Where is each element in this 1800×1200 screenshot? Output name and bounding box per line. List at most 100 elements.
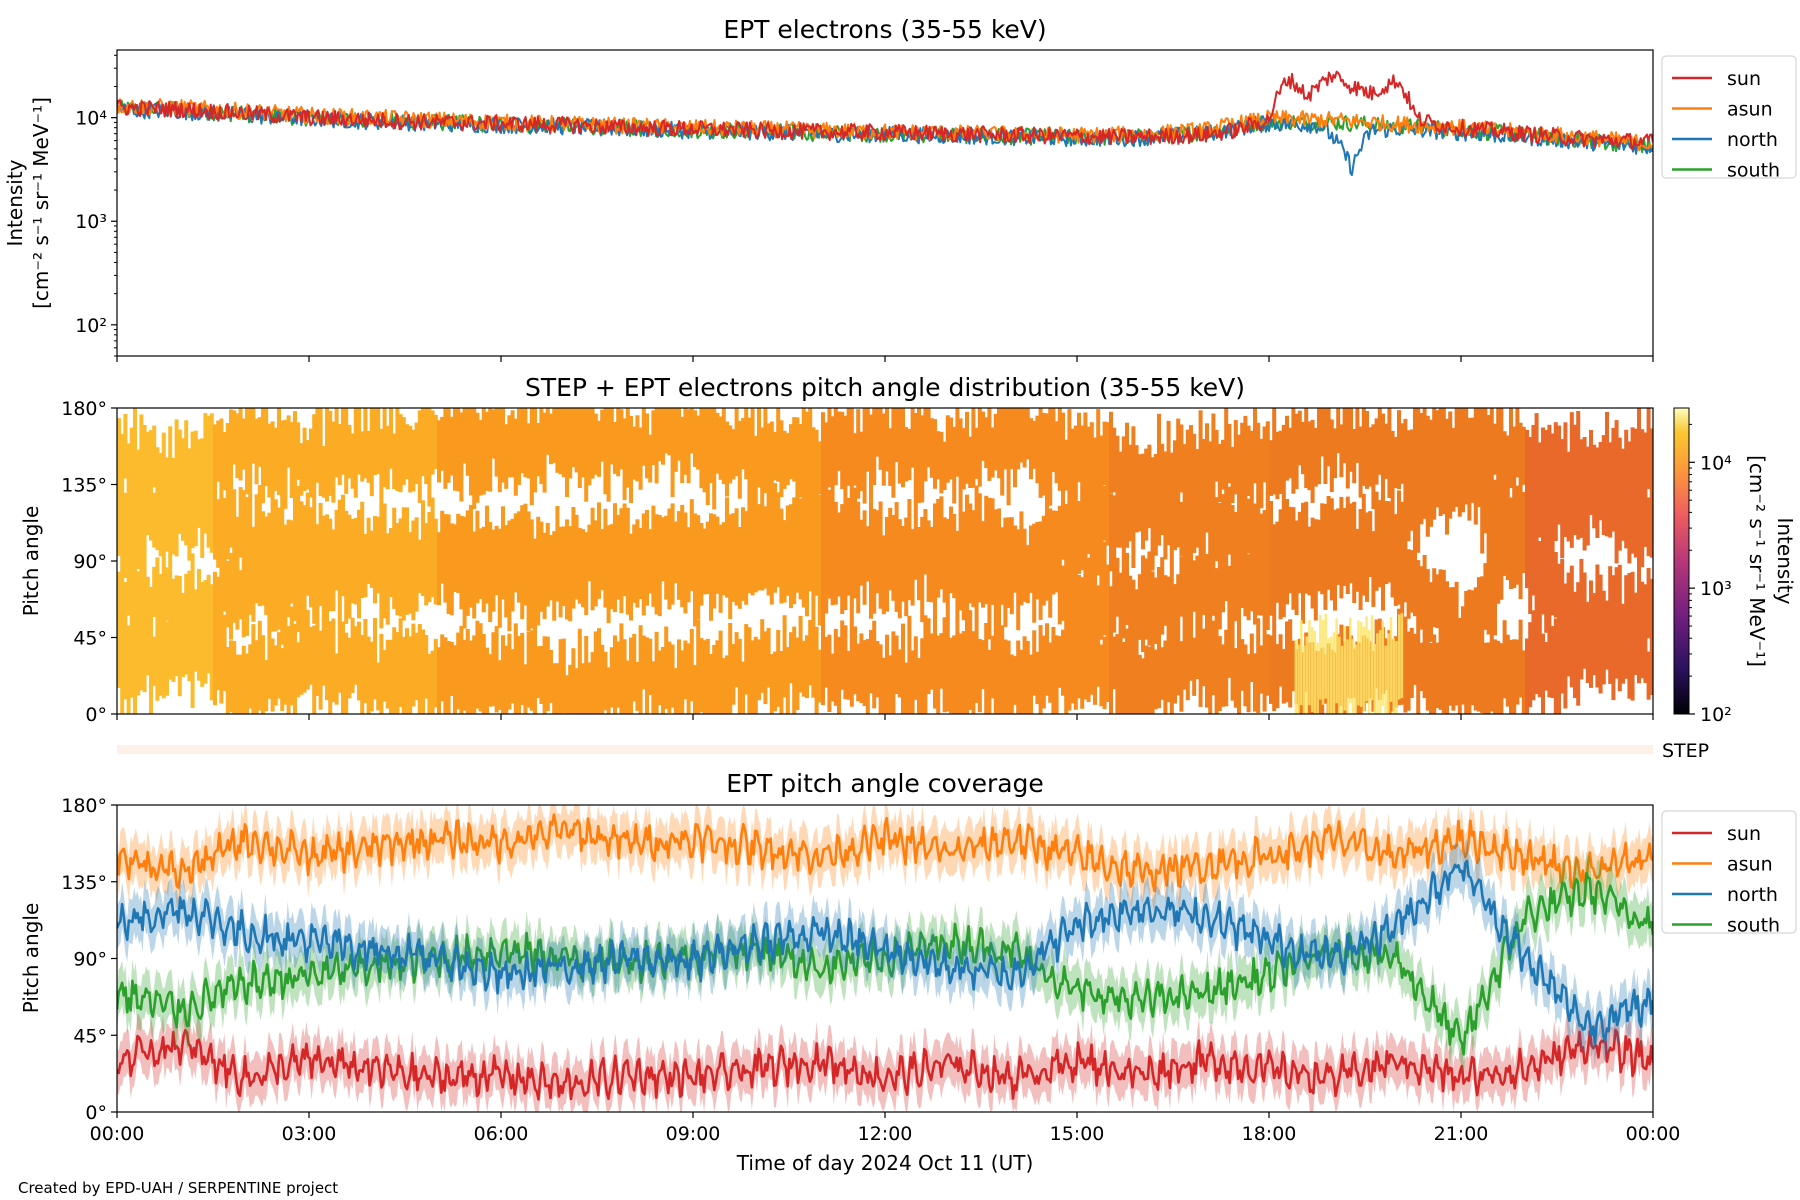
heatmap-cell [936, 499, 941, 598]
heatmap-cell [357, 509, 361, 619]
heatmap-cell [833, 628, 838, 706]
heatmap-cell [1435, 642, 1440, 709]
heatmap-cell [1221, 494, 1225, 613]
heatmap-cell [392, 507, 397, 609]
heatmap-cell [904, 427, 909, 482]
heatmap-cell [686, 409, 691, 484]
heatmap-cell [421, 500, 425, 596]
heatmap-cell [696, 515, 701, 620]
heatmap-cell [1310, 419, 1315, 503]
heatmap-cell [1393, 436, 1398, 489]
heatmap-cell [379, 428, 384, 629]
heatmap-cell [891, 631, 896, 714]
heatmap-cell [1502, 620, 1507, 699]
heatmap-cell [539, 521, 544, 612]
heatmap-cell [1541, 633, 1545, 714]
heatmap-cell [1182, 444, 1187, 690]
heatmap-cell [165, 567, 169, 621]
heatmap-cell [526, 423, 531, 479]
heatmap-cell [952, 514, 957, 599]
heatmap-cell [1051, 510, 1056, 595]
heatmap-cell [670, 644, 675, 708]
heatmap-cell [929, 418, 934, 478]
heatmap-cell [1265, 421, 1270, 630]
heatmap-cell [965, 411, 969, 484]
heatmap-cell [325, 514, 329, 629]
heatmap-cell [1381, 413, 1385, 611]
heatmap-cell [1614, 567, 1619, 679]
heatmap-cell [1313, 631, 1317, 714]
heatmap-cell [1115, 557, 1120, 617]
heatmap-cell [1102, 421, 1107, 485]
heatmap-cell [1307, 526, 1312, 596]
heatmap-cell [485, 411, 489, 491]
heatmap-cell [1611, 575, 1616, 701]
heatmap-cell [1371, 424, 1376, 509]
heatmap-cell [462, 516, 467, 629]
heatmap-cell [305, 492, 310, 596]
heatmap-cell [1185, 429, 1190, 701]
heatmap-cell [565, 675, 569, 714]
heatmap-cell [1013, 525, 1017, 593]
heatmap-cell [1473, 408, 1478, 525]
heatmap-cell [1217, 636, 1222, 711]
heatmap-cell [862, 510, 867, 605]
heatmap-cell [318, 408, 323, 496]
heatmap-cell [881, 657, 886, 714]
heatmap-cell [392, 433, 397, 489]
heatmap-cell [1371, 651, 1376, 712]
panel1-legend-label-north: north [1727, 129, 1778, 151]
heatmap-cell [488, 408, 493, 492]
heatmap-cell [1493, 423, 1497, 475]
heatmap-cell [753, 636, 758, 714]
heatmap-cell [891, 408, 896, 498]
heatmap-cell [440, 634, 445, 702]
heatmap-cell [1291, 640, 1296, 692]
heatmap-cell [1300, 620, 1303, 706]
heatmap-cell [686, 643, 691, 714]
heatmap-cell [1640, 581, 1645, 679]
heatmap-cell [453, 524, 457, 592]
heatmap-cell [622, 418, 627, 501]
heatmap-cell [1221, 439, 1225, 490]
heatmap-cell [1304, 501, 1309, 594]
heatmap-cell [670, 408, 675, 497]
heatmap-cell [283, 524, 288, 705]
heatmap-cell [920, 638, 925, 714]
heatmap-cell [1419, 642, 1424, 691]
heatmap-cell [149, 430, 153, 541]
heatmap-cell [405, 424, 409, 480]
heatmap-cell [1227, 486, 1232, 555]
heatmap-cell [485, 647, 489, 714]
panel2-ytick-label-3: 135° [61, 475, 107, 497]
heatmap-cell [485, 505, 489, 604]
heatmap-cell [856, 501, 861, 614]
panel3-plot-area [117, 805, 1653, 1112]
heatmap-cell [590, 408, 595, 479]
heatmap-cell [1109, 494, 1113, 572]
heatmap-cell [446, 514, 451, 614]
heatmap-cell [123, 582, 128, 700]
heatmap-cell [1144, 645, 1149, 714]
heatmap-cell [504, 525, 509, 618]
heatmap-cell [1227, 565, 1232, 678]
heatmap-cell [251, 526, 256, 622]
heatmap-cell [1357, 620, 1360, 706]
heatmap-cell [120, 433, 125, 714]
heatmap-cell [568, 526, 573, 622]
heatmap-cell [315, 408, 320, 483]
heatmap-cell [549, 535, 553, 601]
heatmap-cell [808, 408, 813, 592]
heatmap-cell [923, 509, 928, 575]
heatmap-cell [846, 650, 851, 700]
heatmap-cell [145, 431, 150, 535]
heatmap-cell [1595, 564, 1600, 688]
heatmap-cell [376, 516, 381, 594]
heatmap-cell [1195, 449, 1200, 548]
heatmap-cell [1246, 498, 1251, 554]
heatmap-cell [1195, 555, 1200, 679]
heatmap-cell [910, 408, 915, 468]
heatmap-cell [891, 515, 896, 601]
heatmap-cell [1406, 631, 1411, 711]
heatmap-cell [369, 530, 374, 588]
